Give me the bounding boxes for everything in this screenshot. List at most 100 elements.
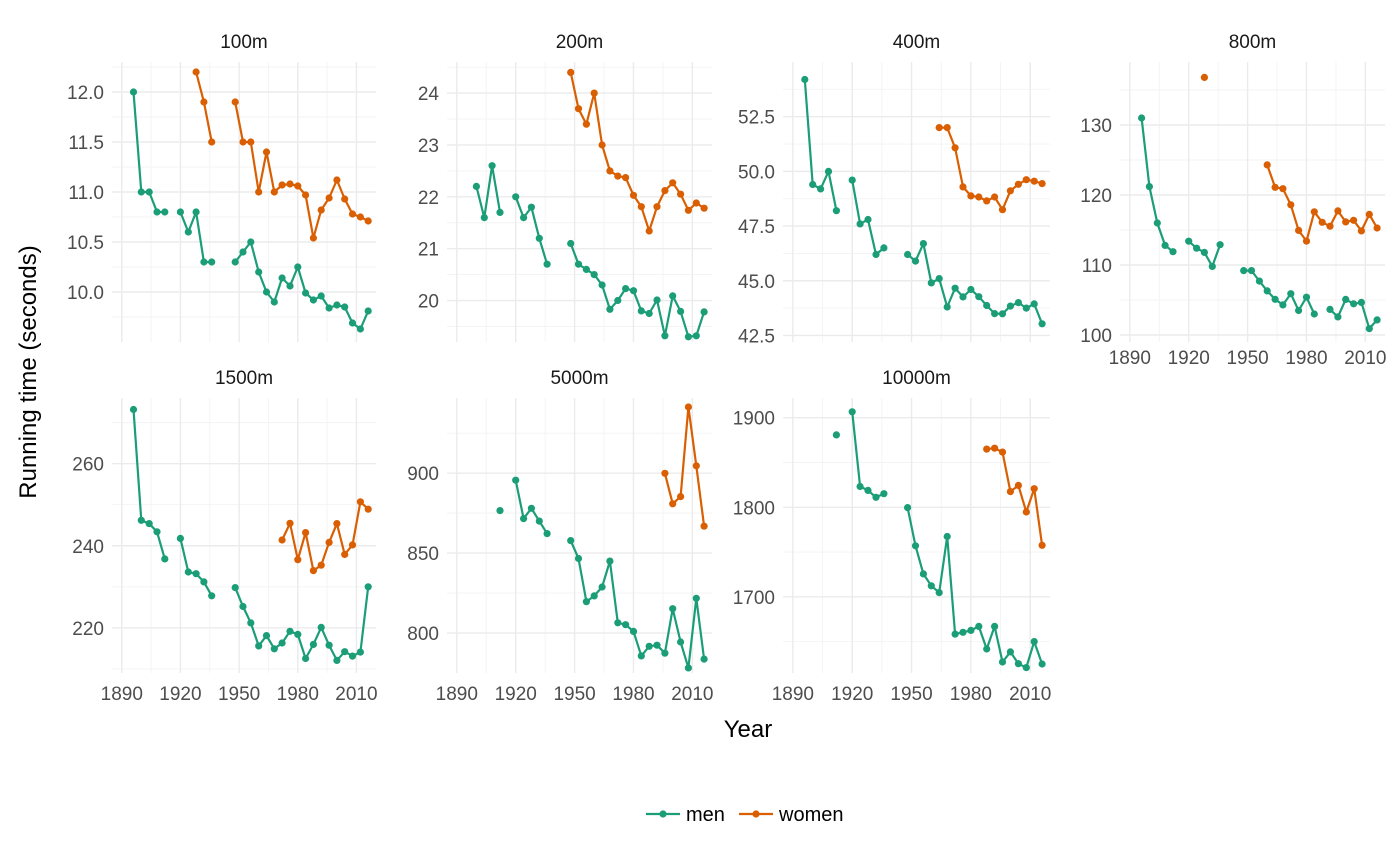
data-point-women	[692, 462, 700, 470]
x-tick-label: 1920	[831, 684, 873, 705]
data-point-women	[356, 498, 364, 506]
x-tick-label: 1890	[772, 684, 814, 705]
data-point-men	[1022, 664, 1030, 672]
data-point-men	[255, 642, 263, 650]
data-point-women	[991, 193, 999, 201]
y-tick-label: 21	[418, 240, 439, 261]
data-point-women	[943, 124, 951, 132]
data-point-men	[302, 654, 310, 663]
data-point-men	[200, 258, 208, 266]
data-point-men	[145, 520, 153, 528]
data-point-men	[527, 203, 536, 211]
data-point-men	[614, 296, 622, 305]
data-point-men	[309, 296, 317, 304]
data-point-men	[983, 301, 991, 310]
panel-title: 5000m	[550, 368, 608, 389]
data-point-women	[983, 197, 991, 205]
data-point-men	[622, 285, 630, 293]
y-tick-label: 900	[407, 464, 439, 485]
data-point-men	[200, 578, 208, 586]
y-tick-label: 110	[1082, 256, 1112, 277]
y-tick-label: 45.0	[738, 272, 775, 293]
data-point-men	[333, 301, 341, 309]
data-point-men	[935, 589, 943, 597]
data-point-men	[684, 664, 693, 672]
data-point-men	[543, 260, 551, 268]
data-point-men	[176, 534, 184, 543]
data-point-women	[333, 176, 341, 184]
data-point-men	[1240, 267, 1248, 275]
data-point-women	[614, 172, 622, 180]
data-point-men	[129, 405, 138, 414]
y-tick-label: 850	[407, 544, 439, 565]
data-point-men	[832, 431, 841, 439]
data-point-men	[543, 530, 551, 538]
panel-200m: 200m 20 21 22 23 24	[418, 32, 712, 342]
data-point-men	[341, 303, 349, 311]
data-point-men	[1014, 299, 1023, 307]
y-tick-label: 220	[72, 619, 104, 640]
y-tick-label: 10.0	[67, 283, 104, 304]
data-point-men	[231, 258, 239, 266]
panel-title: 400m	[893, 32, 941, 53]
data-point-men	[1373, 316, 1381, 324]
data-point-women	[645, 227, 653, 235]
y-tick-label: 24	[418, 84, 440, 105]
series-line-men	[132, 409, 166, 560]
data-point-women	[975, 193, 983, 201]
facet-panels: 100m 10.0 10.5 11.0 11.5 12.0 200m 20 21 22 23 24 40…	[67, 32, 1386, 705]
x-tick-label: 2010	[335, 684, 377, 705]
data-point-women	[239, 138, 247, 146]
data-point-men	[582, 598, 591, 606]
data-point-men	[637, 307, 645, 315]
data-point-men	[137, 188, 145, 196]
data-point-women	[677, 493, 685, 501]
data-point-men	[270, 298, 278, 306]
x-tick-label: 1950	[890, 684, 932, 705]
x-tick-label: 1890	[101, 684, 143, 705]
y-tick-label: 47.5	[738, 217, 775, 238]
series-line-women	[569, 72, 705, 233]
series-women	[935, 124, 1046, 214]
data-point-men	[1271, 295, 1279, 303]
data-point-women	[1006, 488, 1015, 496]
data-point-women	[991, 444, 999, 452]
data-point-women	[653, 203, 661, 211]
data-point-women	[294, 182, 302, 190]
data-point-men	[341, 648, 349, 656]
data-point-women	[341, 195, 349, 203]
data-point-men	[856, 220, 864, 228]
data-point-men	[614, 619, 622, 627]
y-tick-label: 11.5	[68, 133, 104, 154]
data-point-men	[278, 639, 286, 647]
data-point-men	[356, 325, 364, 333]
data-point-women	[1038, 180, 1046, 188]
data-point-men	[567, 239, 575, 248]
x-tick-label: 1890	[1109, 348, 1151, 369]
data-point-women	[1271, 183, 1279, 191]
data-point-women	[1357, 227, 1365, 235]
data-point-men	[317, 623, 325, 632]
data-point-men	[959, 293, 967, 301]
data-point-women	[998, 206, 1007, 214]
panel-10000m: 10000m 1700 1800 1900 1890 1920 1950 1980 2010	[733, 368, 1052, 705]
data-point-women	[661, 469, 669, 477]
data-point-men	[832, 207, 841, 215]
y-tick-label: 23	[418, 136, 439, 157]
data-point-women	[208, 138, 216, 146]
data-point-women	[1287, 201, 1295, 209]
y-tick-label: 1800	[733, 498, 775, 519]
legend-key-point	[752, 810, 760, 818]
data-point-men	[872, 250, 880, 259]
data-point-men	[1326, 305, 1334, 313]
data-point-women	[1350, 216, 1358, 224]
data-point-women	[1030, 485, 1038, 493]
y-tick-label: 100	[1080, 326, 1112, 347]
data-point-men	[496, 507, 504, 515]
data-point-women	[700, 522, 708, 530]
data-point-men	[129, 88, 138, 96]
data-point-women	[200, 98, 208, 106]
data-point-women	[247, 138, 255, 146]
panel-title: 800m	[1229, 32, 1277, 53]
